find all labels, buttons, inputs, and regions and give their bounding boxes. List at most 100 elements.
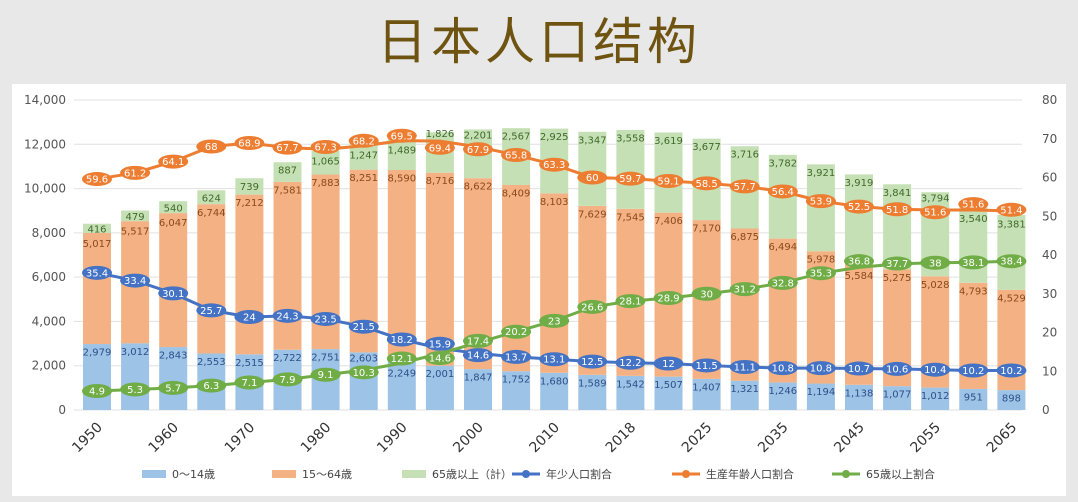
line-marker bbox=[501, 148, 532, 163]
line-marker bbox=[234, 136, 265, 151]
bar-data-label: 7,170 bbox=[692, 224, 721, 235]
legend-marker bbox=[522, 470, 530, 478]
x-tick-label: 2045 bbox=[831, 420, 868, 457]
y-left-tick-label: 6,000 bbox=[32, 270, 66, 284]
line-data-label: 26.6 bbox=[581, 302, 603, 313]
bar-segment bbox=[121, 210, 150, 222]
x-tick-label: 1990 bbox=[374, 420, 411, 457]
line-marker bbox=[272, 308, 303, 323]
bar-segment bbox=[806, 383, 835, 410]
line-marker bbox=[424, 336, 455, 351]
legend-label: 0～14歳 bbox=[172, 468, 215, 481]
bar-data-label: 8,409 bbox=[502, 189, 531, 200]
line-marker bbox=[958, 197, 989, 212]
population-chart: 0 2,000 4,000 6,000 8,000 10,000 12,000 14,000 0… bbox=[24, 93, 1057, 481]
bar-data-label: 624 bbox=[202, 194, 221, 205]
line-marker bbox=[958, 255, 989, 270]
line-marker bbox=[196, 378, 227, 393]
bar-segment bbox=[197, 190, 226, 205]
line-marker bbox=[82, 265, 112, 280]
line-data-label: 35.4 bbox=[86, 268, 108, 279]
line-marker bbox=[577, 354, 608, 369]
bar-segment bbox=[768, 238, 797, 383]
bar-segment bbox=[730, 228, 759, 381]
bar-data-label: 1,752 bbox=[502, 375, 531, 386]
line-data-label: 38.4 bbox=[1000, 257, 1022, 268]
line-data-label: 11.1 bbox=[734, 362, 756, 373]
y-right-tick-label: 10 bbox=[1042, 364, 1057, 378]
line-data-label: 60 bbox=[586, 173, 599, 184]
line-data-label: 7.1 bbox=[241, 378, 257, 389]
page-title: 日本人口结构 bbox=[377, 13, 701, 71]
bar-segment bbox=[83, 232, 111, 345]
bar-data-label: 5,028 bbox=[921, 280, 950, 291]
line-marker bbox=[996, 363, 1027, 378]
line-data-label: 35.3 bbox=[810, 269, 832, 280]
line-data-label: 51.4 bbox=[1000, 205, 1022, 216]
bar-data-label: 1,246 bbox=[768, 386, 797, 397]
bar-segment bbox=[540, 193, 569, 373]
line-data-label: 10.2 bbox=[962, 366, 984, 377]
line-data-label: 68.2 bbox=[353, 136, 375, 147]
bar-data-label: 2,843 bbox=[159, 351, 188, 362]
line-data-label: 13.1 bbox=[543, 355, 565, 366]
line-data-label: 28.1 bbox=[619, 297, 641, 308]
line-data-label: 30 bbox=[700, 289, 713, 300]
bar-segment bbox=[159, 213, 188, 348]
line-data-label: 32.8 bbox=[772, 278, 794, 289]
bar-segment bbox=[311, 150, 340, 175]
line-data-label: 10.8 bbox=[810, 364, 832, 375]
line-marker bbox=[348, 133, 379, 148]
bar-data-label: 1,065 bbox=[311, 157, 340, 168]
line-marker bbox=[691, 176, 722, 191]
bar-data-label: 1,542 bbox=[616, 379, 645, 390]
line-marker bbox=[234, 375, 265, 390]
legend-label: 65歳以上（計） bbox=[432, 467, 512, 481]
bar-segment bbox=[730, 380, 759, 410]
bar-segment bbox=[616, 208, 645, 376]
line-data-label: 53.9 bbox=[810, 197, 832, 208]
bar-data-label: 951 bbox=[964, 392, 983, 403]
y-right-tick-label: 20 bbox=[1042, 326, 1057, 340]
line-marker bbox=[348, 365, 379, 380]
line-marker bbox=[805, 266, 836, 281]
y-right-tick-label: 80 bbox=[1042, 93, 1057, 107]
bar-data-label: 3,919 bbox=[845, 178, 874, 189]
line-marker bbox=[539, 352, 570, 367]
line-marker bbox=[844, 361, 874, 376]
line-marker bbox=[120, 382, 151, 397]
bar-data-label: 1,407 bbox=[692, 382, 721, 393]
line-data-label: 10.6 bbox=[886, 364, 908, 375]
bar-segment bbox=[159, 347, 188, 410]
bar-data-label: 8,590 bbox=[387, 173, 416, 184]
line-data-label: 24 bbox=[243, 313, 256, 324]
line-data-label: 12 bbox=[662, 359, 675, 370]
line-marker bbox=[82, 172, 112, 187]
line-data-label: 23 bbox=[548, 316, 561, 327]
bar-data-label: 1,077 bbox=[883, 390, 912, 401]
line-data-label: 17.4 bbox=[467, 336, 489, 347]
line-marker bbox=[729, 179, 760, 194]
bar-segment bbox=[654, 376, 683, 410]
chart-panel: 0 2,000 4,000 6,000 8,000 10,000 12,000 14,000 0… bbox=[12, 84, 1066, 496]
line-marker bbox=[272, 140, 303, 155]
line-marker bbox=[615, 294, 646, 309]
bar-data-label: 3,619 bbox=[654, 136, 683, 147]
x-tick-label: 2035 bbox=[755, 420, 792, 457]
line-data-label: 59.6 bbox=[86, 175, 108, 186]
bar-data-label: 4,793 bbox=[959, 286, 988, 297]
x-tick-label: 1970 bbox=[222, 420, 259, 457]
bar-data-label: 2,515 bbox=[235, 358, 264, 369]
line-marker bbox=[82, 384, 112, 399]
bar-data-label: 5,584 bbox=[845, 271, 874, 282]
bar-data-label: 1,826 bbox=[426, 129, 455, 140]
line-data-label: 21.5 bbox=[353, 322, 375, 333]
bar-data-label: 8,103 bbox=[540, 197, 569, 208]
y-right-tick-label: 30 bbox=[1042, 287, 1057, 301]
line-marker bbox=[310, 311, 341, 326]
line-data-label: 36.8 bbox=[848, 257, 870, 268]
y-left-tick-label: 0 bbox=[58, 403, 66, 417]
bar-data-label: 3,782 bbox=[768, 158, 797, 169]
y-left-tick-label: 12,000 bbox=[24, 137, 66, 151]
line-marker bbox=[882, 256, 913, 271]
